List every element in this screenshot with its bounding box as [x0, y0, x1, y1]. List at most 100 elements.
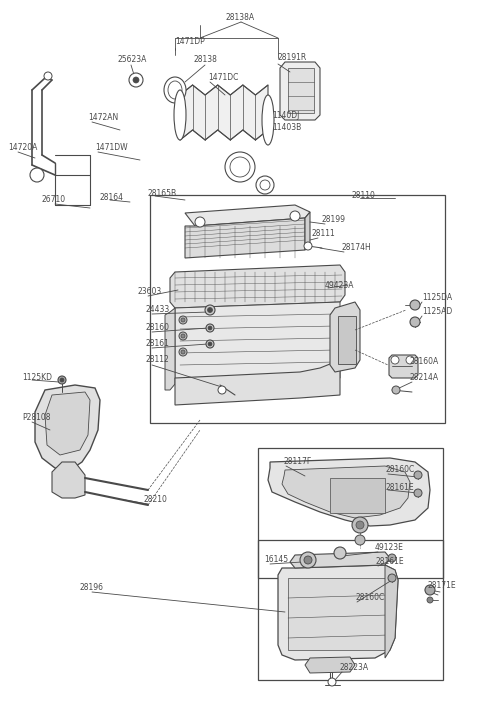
Circle shape — [208, 342, 212, 346]
Circle shape — [410, 317, 420, 327]
Circle shape — [181, 350, 185, 354]
Circle shape — [129, 73, 143, 87]
Circle shape — [328, 678, 336, 686]
Ellipse shape — [230, 157, 250, 177]
Text: 1125KD: 1125KD — [22, 373, 52, 383]
Bar — [288, 578, 388, 650]
Text: 28161: 28161 — [145, 339, 169, 348]
Polygon shape — [175, 302, 340, 384]
Text: 24433: 24433 — [145, 306, 169, 314]
Polygon shape — [45, 392, 90, 455]
Polygon shape — [52, 462, 85, 498]
Circle shape — [304, 242, 312, 250]
Circle shape — [388, 574, 396, 582]
Text: 28111: 28111 — [312, 230, 336, 238]
Bar — [258, 540, 443, 680]
Ellipse shape — [225, 152, 255, 182]
Circle shape — [427, 597, 433, 603]
Polygon shape — [278, 565, 398, 660]
Circle shape — [58, 376, 66, 384]
Circle shape — [133, 77, 139, 83]
Text: 28191R: 28191R — [277, 53, 306, 63]
Circle shape — [179, 332, 187, 340]
Circle shape — [205, 305, 215, 315]
Circle shape — [60, 378, 64, 382]
Circle shape — [218, 386, 226, 394]
Text: 28160: 28160 — [145, 324, 169, 333]
Circle shape — [179, 316, 187, 324]
Circle shape — [425, 585, 435, 595]
Circle shape — [406, 356, 414, 364]
Polygon shape — [280, 62, 320, 120]
Text: 28110: 28110 — [352, 191, 376, 200]
Circle shape — [44, 72, 52, 80]
Text: 28165B: 28165B — [148, 188, 177, 198]
Bar — [330, 478, 385, 513]
Circle shape — [206, 340, 214, 348]
Circle shape — [207, 307, 213, 313]
Polygon shape — [305, 212, 310, 250]
Bar — [258, 448, 443, 578]
Text: 49423A: 49423A — [325, 281, 355, 289]
Polygon shape — [268, 458, 430, 526]
Circle shape — [352, 517, 368, 533]
Text: 28112: 28112 — [145, 356, 169, 365]
Text: 1471DC: 1471DC — [208, 73, 239, 82]
Circle shape — [181, 334, 185, 338]
Circle shape — [388, 554, 396, 562]
Text: 1471DP: 1471DP — [175, 38, 205, 46]
Circle shape — [290, 211, 300, 221]
Polygon shape — [389, 355, 418, 378]
Circle shape — [195, 217, 205, 227]
Ellipse shape — [174, 90, 186, 140]
Circle shape — [391, 356, 399, 364]
Text: 28164: 28164 — [99, 193, 123, 201]
Text: 49123E: 49123E — [375, 543, 404, 552]
Text: 28161E: 28161E — [386, 483, 415, 491]
Text: 28196: 28196 — [80, 584, 104, 592]
Polygon shape — [170, 265, 345, 308]
Text: 1125AD: 1125AD — [422, 307, 452, 316]
Polygon shape — [282, 466, 410, 518]
Polygon shape — [165, 308, 175, 390]
Circle shape — [356, 521, 364, 529]
Circle shape — [300, 552, 316, 568]
Bar — [288, 68, 314, 113]
Circle shape — [30, 168, 44, 182]
Text: 1471DW: 1471DW — [95, 144, 128, 152]
Circle shape — [206, 324, 214, 332]
Polygon shape — [385, 565, 398, 658]
Polygon shape — [305, 657, 355, 673]
Circle shape — [392, 386, 400, 394]
Ellipse shape — [256, 176, 274, 194]
Text: 28161E: 28161E — [375, 557, 404, 567]
Text: 28160A: 28160A — [410, 358, 439, 366]
Polygon shape — [180, 85, 268, 140]
Text: 28214A: 28214A — [410, 373, 439, 383]
Text: 28171E: 28171E — [428, 582, 456, 591]
Circle shape — [181, 318, 185, 322]
Text: 1472AN: 1472AN — [88, 114, 118, 122]
Circle shape — [179, 348, 187, 356]
Circle shape — [334, 547, 346, 559]
Ellipse shape — [164, 77, 186, 103]
Polygon shape — [175, 360, 340, 405]
Circle shape — [414, 471, 422, 479]
Circle shape — [355, 535, 365, 545]
Text: 16145: 16145 — [264, 555, 288, 565]
Text: 28199: 28199 — [322, 215, 346, 225]
Text: 28210: 28210 — [143, 496, 167, 505]
Ellipse shape — [168, 81, 182, 99]
Text: 28117F: 28117F — [283, 457, 311, 466]
Text: 25623A: 25623A — [118, 55, 147, 65]
Polygon shape — [290, 552, 390, 568]
Polygon shape — [185, 205, 310, 226]
Circle shape — [208, 326, 212, 330]
Text: 28138: 28138 — [193, 55, 217, 65]
Text: 23603: 23603 — [138, 287, 162, 296]
Bar — [338, 316, 356, 364]
Text: P28108: P28108 — [22, 414, 50, 422]
Text: 26710: 26710 — [42, 196, 66, 205]
Ellipse shape — [262, 95, 274, 145]
Text: 28174H: 28174H — [342, 243, 372, 252]
